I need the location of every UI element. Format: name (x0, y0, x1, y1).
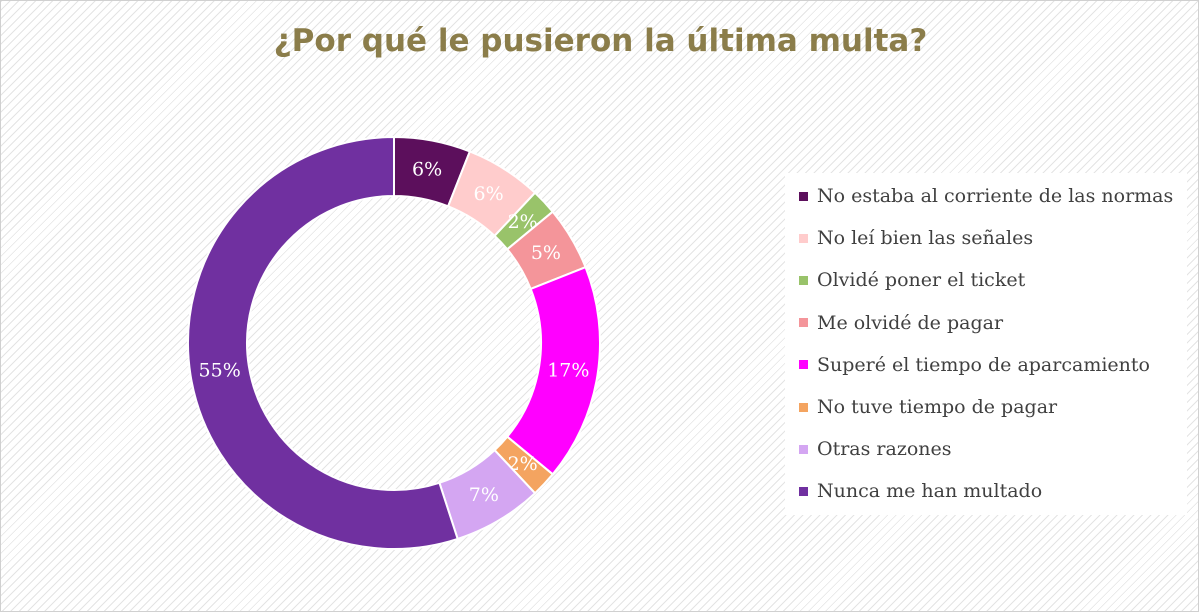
legend-swatch (799, 444, 808, 454)
legend-label: No estaba al corriente de las normas (817, 185, 1174, 207)
data-label-8: 55% (199, 360, 241, 382)
legend-item-6: No tuve tiempo de pagar (799, 392, 1057, 422)
donut-slice-8 (187, 135, 459, 550)
legend-item-5: Superé el tiempo de aparcamiento (799, 350, 1150, 380)
legend: No estaba al corriente de las normas No l… (785, 173, 1187, 515)
legend-swatch (799, 233, 808, 243)
legend-swatch (799, 275, 808, 285)
legend-item-2: No leí bien las señales (799, 223, 1033, 253)
data-label-7: 7% (469, 484, 499, 506)
legend-item-4: Me olvidé de pagar (799, 308, 1003, 338)
legend-swatch (799, 402, 808, 412)
legend-swatch (799, 486, 808, 496)
legend-label: Otras razones (817, 438, 952, 461)
legend-label: Olvidé poner el ticket (817, 269, 1026, 292)
data-label-5: 17% (547, 360, 589, 382)
data-label-3: 2% (508, 211, 538, 233)
legend-label: Me olvidé de pagar (817, 311, 1004, 334)
legend-swatch (799, 360, 808, 370)
legend-label: Nunca me han multado (817, 480, 1043, 503)
legend-item-3: Olvidé poner el ticket (799, 265, 1025, 295)
legend-swatch (799, 318, 808, 328)
legend-swatch (799, 191, 808, 201)
legend-item-7: Otras razones (799, 434, 952, 464)
legend-label: No leí bien las señales (817, 227, 1034, 250)
legend-item-8: Nunca me han multado (799, 476, 1042, 506)
legend-label: Superé el tiempo de aparcamiento (817, 353, 1150, 376)
chart-title: ¿Por qué le pusieron la última multa? (273, 23, 928, 59)
legend-label: No tuve tiempo de pagar (817, 396, 1058, 418)
data-label-2: 6% (473, 183, 503, 205)
legend-item-1: No estaba al corriente de las normas (799, 181, 1173, 211)
data-label-1: 6% (412, 159, 442, 181)
data-label-6: 2% (508, 453, 538, 475)
data-label-4: 5% (531, 242, 561, 264)
